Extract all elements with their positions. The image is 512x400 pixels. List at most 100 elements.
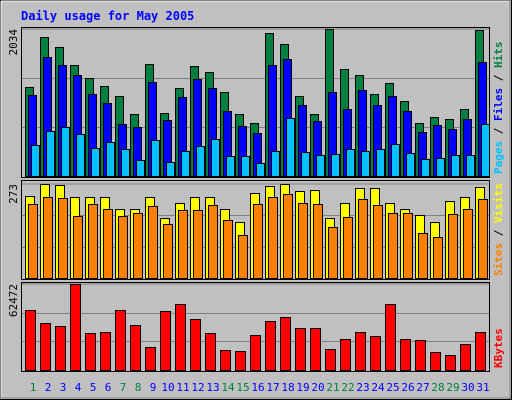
- x-tick-label: 23: [356, 381, 369, 394]
- bar: [208, 205, 218, 279]
- bar: [400, 339, 411, 371]
- bar: [136, 160, 145, 177]
- x-tick-label: 6: [105, 381, 112, 394]
- x-tick-label: 7: [120, 381, 127, 394]
- bar: [415, 340, 426, 371]
- x-tick-label: 5: [90, 381, 97, 394]
- bar: [406, 153, 415, 177]
- bar: [475, 332, 486, 371]
- x-tick-label: 18: [281, 381, 294, 394]
- bar: [256, 163, 265, 177]
- bar: [373, 205, 383, 279]
- bar: [436, 158, 445, 177]
- bar: [340, 339, 351, 371]
- bar: [286, 118, 295, 177]
- bar: [466, 155, 475, 177]
- chart-title: Daily usage for May 2005: [21, 9, 194, 23]
- bar: [478, 199, 488, 279]
- bar: [433, 237, 443, 279]
- bar: [163, 224, 173, 279]
- bar: [280, 317, 291, 371]
- legend-entry: Sites: [492, 243, 505, 276]
- bar: [238, 235, 248, 279]
- bar: [70, 284, 81, 371]
- bar: [448, 214, 458, 279]
- bar: [130, 325, 141, 371]
- bar: [418, 233, 428, 279]
- bar: [28, 204, 38, 279]
- bar: [46, 131, 55, 177]
- legend-entry: KBytes: [492, 328, 505, 368]
- bar: [376, 149, 385, 177]
- bar: [25, 310, 36, 371]
- bar: [355, 332, 366, 371]
- legend-entry: Visits: [492, 183, 505, 223]
- bar: [76, 134, 85, 177]
- bar: [250, 335, 261, 371]
- bar: [121, 149, 130, 177]
- legend: Sites / Visits: [492, 183, 505, 276]
- legend-entry: Pages: [492, 141, 505, 174]
- bar: [175, 304, 186, 371]
- x-tick-label: 2: [45, 381, 52, 394]
- legend: Pages / Files / Hits: [492, 42, 505, 175]
- x-tick-label: 27: [416, 381, 429, 394]
- bar: [346, 149, 355, 177]
- bar: [145, 347, 156, 371]
- bar: [370, 336, 381, 371]
- bar: [328, 227, 338, 279]
- legend-separator: /: [492, 121, 505, 141]
- bar: [73, 216, 83, 279]
- bar: [265, 321, 276, 371]
- bar: [421, 159, 430, 177]
- bar: [430, 352, 441, 371]
- y-tick-label: 62472: [7, 284, 20, 317]
- x-tick-label: 30: [461, 381, 474, 394]
- bar: [283, 194, 293, 279]
- bar: [40, 323, 51, 371]
- bar: [100, 332, 111, 371]
- bar: [331, 154, 340, 177]
- bar: [211, 139, 220, 177]
- x-tick-label: 9: [150, 381, 157, 394]
- bar: [133, 213, 143, 279]
- bar: [451, 155, 460, 177]
- bar: [316, 155, 325, 177]
- bar: [241, 156, 250, 177]
- x-tick-label: 16: [251, 381, 264, 394]
- y-tick-label: 2034: [7, 29, 20, 56]
- x-tick-label: 29: [446, 381, 459, 394]
- bar: [31, 145, 40, 177]
- legend-entry: Hits: [492, 42, 505, 69]
- bar: [115, 310, 126, 371]
- bar: [226, 156, 235, 177]
- bar: [58, 198, 68, 279]
- x-tick-label: 10: [161, 381, 174, 394]
- x-tick-label: 17: [266, 381, 279, 394]
- bar: [88, 204, 98, 279]
- bar: [43, 197, 53, 279]
- x-tick-label: 19: [296, 381, 309, 394]
- bar: [190, 319, 201, 371]
- bar: [91, 148, 100, 177]
- bar: [85, 333, 96, 371]
- bar: [358, 199, 368, 279]
- bar: [118, 216, 128, 279]
- bar: [166, 162, 175, 177]
- bar: [391, 144, 400, 177]
- bar: [196, 146, 205, 177]
- x-tick-label: 31: [476, 381, 489, 394]
- bar: [385, 304, 396, 371]
- bar: [460, 344, 471, 371]
- x-tick-label: 26: [401, 381, 414, 394]
- x-tick-label: 21: [326, 381, 339, 394]
- bar: [235, 351, 246, 371]
- bar: [301, 152, 310, 177]
- x-tick-label: 1: [30, 381, 37, 394]
- bar: [220, 350, 231, 371]
- x-tick-label: 28: [431, 381, 444, 394]
- bar: [481, 124, 490, 177]
- bar: [253, 204, 263, 279]
- bar: [325, 349, 336, 371]
- bar: [178, 210, 188, 279]
